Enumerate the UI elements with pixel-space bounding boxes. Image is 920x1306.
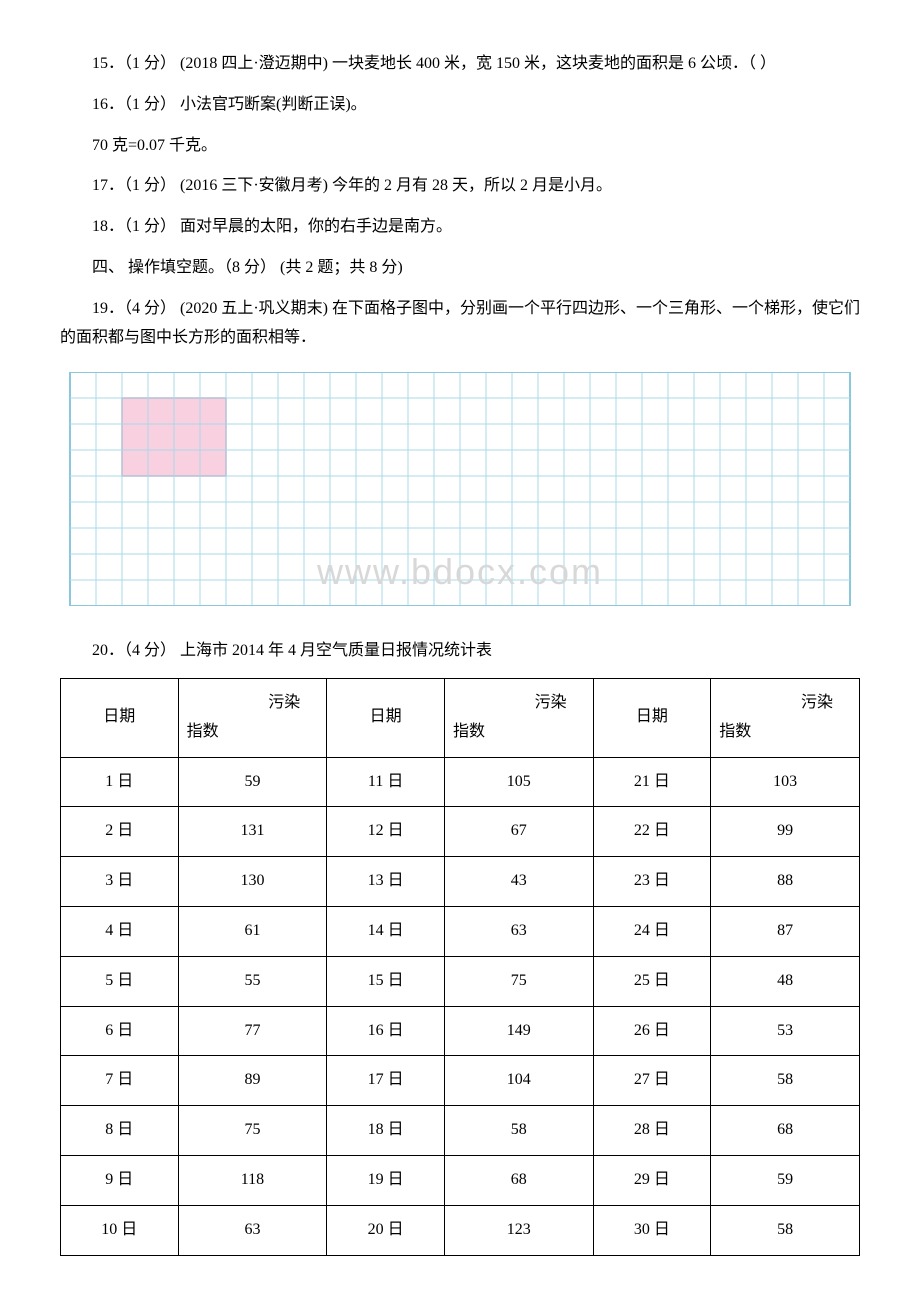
table-header-row: 日期污染指数日期污染指数日期污染指数 xyxy=(61,678,860,757)
table-cell: 48 xyxy=(711,956,860,1006)
table-cell: 55 xyxy=(178,956,327,1006)
table-cell: 7 日 xyxy=(61,1056,179,1106)
table-cell: 149 xyxy=(444,1006,593,1056)
table-cell: 29 日 xyxy=(593,1155,711,1205)
table-row: 1 日5911 日10521 日103 xyxy=(61,757,860,807)
table-cell: 58 xyxy=(711,1205,860,1255)
table-header-date: 日期 xyxy=(61,678,179,757)
table-cell: 77 xyxy=(178,1006,327,1056)
table-cell: 22 日 xyxy=(593,807,711,857)
section-4-title: 四、 操作填空题。（8 分） (共 2 题；共 8 分) xyxy=(60,254,860,283)
table-cell: 67 xyxy=(444,807,593,857)
table-cell: 89 xyxy=(178,1056,327,1106)
table-header-date: 日期 xyxy=(593,678,711,757)
table-cell: 105 xyxy=(444,757,593,807)
table-cell: 61 xyxy=(178,906,327,956)
question-18: 18．（1 分） 面对早晨的太阳，你的右手边是南方。 xyxy=(60,213,860,242)
question-16b: 70 克=0.07 千克。 xyxy=(60,132,860,161)
table-header-index: 污染指数 xyxy=(444,678,593,757)
question-17: 17．（1 分） (2016 三下·安徽月考) 今年的 2 月有 28 天，所以… xyxy=(60,172,860,201)
table-cell: 87 xyxy=(711,906,860,956)
table-cell: 63 xyxy=(178,1205,327,1255)
table-cell: 53 xyxy=(711,1006,860,1056)
table-cell: 14 日 xyxy=(327,906,445,956)
table-row: 4 日6114 日6324 日87 xyxy=(61,906,860,956)
table-cell: 18 日 xyxy=(327,1106,445,1156)
table-cell: 6 日 xyxy=(61,1006,179,1056)
table-cell: 99 xyxy=(711,807,860,857)
table-cell: 26 日 xyxy=(593,1006,711,1056)
table-cell: 43 xyxy=(444,857,593,907)
grid-figure: www.bdocx.com xyxy=(60,372,860,617)
table-cell: 9 日 xyxy=(61,1155,179,1205)
table-cell: 123 xyxy=(444,1205,593,1255)
table-cell: 88 xyxy=(711,857,860,907)
table-cell: 27 日 xyxy=(593,1056,711,1106)
table-row: 6 日7716 日14926 日53 xyxy=(61,1006,860,1056)
table-header-date: 日期 xyxy=(327,678,445,757)
table-row: 5 日5515 日7525 日48 xyxy=(61,956,860,1006)
table-cell: 17 日 xyxy=(327,1056,445,1106)
table-cell: 130 xyxy=(178,857,327,907)
table-row: 3 日13013 日4323 日88 xyxy=(61,857,860,907)
table-cell: 59 xyxy=(178,757,327,807)
table-cell: 23 日 xyxy=(593,857,711,907)
table-cell: 131 xyxy=(178,807,327,857)
table-header-index: 污染指数 xyxy=(711,678,860,757)
air-quality-table: 日期污染指数日期污染指数日期污染指数1 日5911 日10521 日1032 日… xyxy=(60,678,860,1256)
table-row: 2 日13112 日6722 日99 xyxy=(61,807,860,857)
table-cell: 2 日 xyxy=(61,807,179,857)
table-cell: 8 日 xyxy=(61,1106,179,1156)
table-cell: 104 xyxy=(444,1056,593,1106)
table-cell: 4 日 xyxy=(61,906,179,956)
table-row: 9 日11819 日6829 日59 xyxy=(61,1155,860,1205)
table-cell: 58 xyxy=(711,1056,860,1106)
table-header-index: 污染指数 xyxy=(178,678,327,757)
table-cell: 16 日 xyxy=(327,1006,445,1056)
table-cell: 3 日 xyxy=(61,857,179,907)
question-19: 19．（4 分） (2020 五上·巩义期末) 在下面格子图中，分别画一个平行四… xyxy=(60,295,860,353)
table-cell: 68 xyxy=(444,1155,593,1205)
table-cell: 75 xyxy=(444,956,593,1006)
table-cell: 75 xyxy=(178,1106,327,1156)
table-cell: 20 日 xyxy=(327,1205,445,1255)
table-cell: 28 日 xyxy=(593,1106,711,1156)
table-cell: 58 xyxy=(444,1106,593,1156)
table-cell: 68 xyxy=(711,1106,860,1156)
table-cell: 21 日 xyxy=(593,757,711,807)
table-row: 8 日7518 日5828 日68 xyxy=(61,1106,860,1156)
table-cell: 10 日 xyxy=(61,1205,179,1255)
table-cell: 19 日 xyxy=(327,1155,445,1205)
table-cell: 63 xyxy=(444,906,593,956)
table-cell: 12 日 xyxy=(327,807,445,857)
table-row: 10 日6320 日12330 日58 xyxy=(61,1205,860,1255)
table-cell: 25 日 xyxy=(593,956,711,1006)
grid-svg xyxy=(60,372,860,606)
table-cell: 11 日 xyxy=(327,757,445,807)
question-16a: 16．（1 分） 小法官巧断案(判断正误)。 xyxy=(60,91,860,120)
table-row: 7 日8917 日10427 日58 xyxy=(61,1056,860,1106)
table-cell: 59 xyxy=(711,1155,860,1205)
table-cell: 13 日 xyxy=(327,857,445,907)
table-cell: 15 日 xyxy=(327,956,445,1006)
question-20: 20．（4 分） 上海市 2014 年 4 月空气质量日报情况统计表 xyxy=(60,637,860,666)
table-cell: 118 xyxy=(178,1155,327,1205)
table-cell: 30 日 xyxy=(593,1205,711,1255)
table-cell: 1 日 xyxy=(61,757,179,807)
table-cell: 24 日 xyxy=(593,906,711,956)
question-15: 15．（1 分） (2018 四上·澄迈期中) 一块麦地长 400 米，宽 15… xyxy=(60,50,860,79)
table-cell: 5 日 xyxy=(61,956,179,1006)
table-cell: 103 xyxy=(711,757,860,807)
